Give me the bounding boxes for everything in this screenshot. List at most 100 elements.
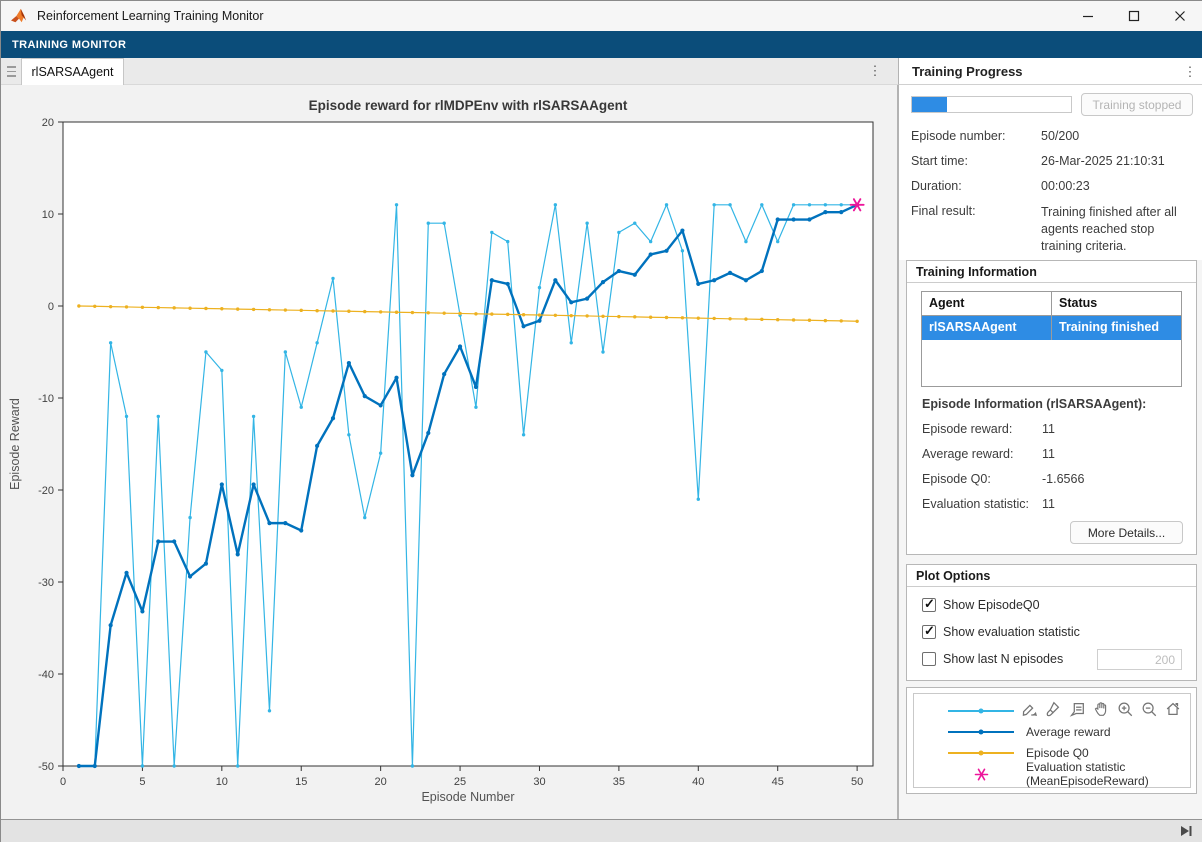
svg-text:10: 10 xyxy=(216,776,228,788)
skip-to-end-icon[interactable] xyxy=(1178,823,1194,839)
episode-reward-value: 11 xyxy=(1042,422,1055,436)
agent-status-table: Agent Status rlSARSAAgent Training finis… xyxy=(921,291,1182,387)
episode-q0-swatch xyxy=(948,752,1014,754)
duration-value: 00:00:23 xyxy=(1041,179,1090,193)
svg-text:25: 25 xyxy=(454,776,466,788)
datatips-icon[interactable] xyxy=(1065,698,1089,720)
training-progress-bar xyxy=(911,96,1072,113)
table-header-status: Status xyxy=(1052,292,1181,315)
close-button[interactable] xyxy=(1157,1,1202,31)
episode-q0-value: -1.6566 xyxy=(1042,472,1084,486)
pan-icon[interactable] xyxy=(1089,698,1113,720)
asterisk-marker-icon xyxy=(974,767,989,782)
episode-reward-chart[interactable]: 0 5 10 15 20 25 30 35 40 45 50 -50 -40 -30 -20 -10 0 10 20… xyxy=(1,85,898,819)
legend-entry-episode-q0[interactable]: Episode Q0 xyxy=(948,746,1089,760)
episode-number-value: 50/200 xyxy=(1041,129,1079,143)
svg-text:10: 10 xyxy=(42,209,54,221)
document-tabstrip: rlSARSAAgent ⋮ xyxy=(1,58,898,85)
training-progress-bar-fill xyxy=(912,97,947,112)
table-cell-status: Training finished xyxy=(1052,316,1181,340)
average-reward-legend-label: Average reward xyxy=(1026,725,1111,739)
episode-reward-label: Episode reward: xyxy=(922,422,1012,436)
evaluation-statistic-swatch xyxy=(948,767,1014,781)
show-last-n-episodes-label: Show last N episodes xyxy=(943,652,1063,666)
training-progress-header: Training Progress xyxy=(898,58,1202,85)
episode-q0-label: Episode Q0: xyxy=(922,472,991,486)
minimize-button[interactable] xyxy=(1065,1,1111,31)
window-title: Reinforcement Learning Training Monitor xyxy=(37,9,264,23)
maximize-button[interactable] xyxy=(1111,1,1157,31)
svg-text:20: 20 xyxy=(42,117,54,129)
window-titlebar: Reinforcement Learning Training Monitor xyxy=(1,1,1202,31)
more-details-button[interactable]: More Details... xyxy=(1070,521,1183,544)
plot-options-panel: Plot Options Show EpisodeQ0 Show evaluat… xyxy=(906,564,1197,681)
plot-options-title: Plot Options xyxy=(916,569,990,583)
show-evaluation-statistic-checkbox[interactable] xyxy=(922,625,936,639)
svg-text:0: 0 xyxy=(48,301,54,313)
option-show-episodeq0[interactable]: Show EpisodeQ0 xyxy=(922,598,1040,612)
svg-text:-40: -40 xyxy=(38,669,54,681)
show-episodeq0-label: Show EpisodeQ0 xyxy=(943,598,1040,612)
svg-text:35: 35 xyxy=(613,776,625,788)
average-reward-label: Average reward: xyxy=(922,447,1014,461)
average-reward-swatch xyxy=(948,731,1014,733)
episode-reward-swatch xyxy=(948,710,1014,712)
legend-entry-average-reward[interactable]: Average reward xyxy=(948,725,1111,739)
ribbon-tab-training-monitor[interactable]: TRAINING MONITOR xyxy=(1,39,137,51)
start-time-value: 26-Mar-2025 21:10:31 xyxy=(1041,154,1165,168)
svg-text:-20: -20 xyxy=(38,485,54,497)
export-icon[interactable] xyxy=(1017,698,1041,720)
show-evaluation-statistic-label: Show evaluation statistic xyxy=(943,625,1080,639)
final-result-value: Training finished after all agents reach… xyxy=(1041,204,1197,255)
training-information-title: Training Information xyxy=(916,265,1037,279)
episode-number-label: Episode number: xyxy=(911,129,1006,143)
average-reward-value: 11 xyxy=(1042,447,1055,461)
legend-entry-evaluation-statistic[interactable]: Evaluation statistic (MeanEpisodeReward) xyxy=(948,760,1149,788)
legend-panel: Episode reward Average reward Episode Q0 xyxy=(906,687,1197,794)
training-stopped-button[interactable]: Training stopped xyxy=(1081,93,1193,116)
svg-text:-10: -10 xyxy=(38,393,54,405)
evaluation-statistic-legend-label: Evaluation statistic (MeanEpisodeReward) xyxy=(1026,760,1149,788)
svg-text:-30: -30 xyxy=(38,577,54,589)
training-progress-menu-icon[interactable]: ⋮ xyxy=(1181,61,1199,83)
duration-label: Duration: xyxy=(911,179,962,193)
start-time-label: Start time: xyxy=(911,154,968,168)
svg-text:45: 45 xyxy=(772,776,784,788)
brush-icon[interactable] xyxy=(1041,698,1065,720)
n-episodes-input[interactable] xyxy=(1097,649,1182,670)
show-last-n-episodes-checkbox[interactable] xyxy=(922,652,936,666)
episode-q0-legend-label: Episode Q0 xyxy=(1026,746,1089,760)
svg-text:Episode Number: Episode Number xyxy=(421,790,514,804)
bottom-scrollbar[interactable] xyxy=(1,819,1202,842)
show-episodeq0-checkbox[interactable] xyxy=(922,598,936,612)
svg-text:50: 50 xyxy=(851,776,863,788)
tab-options-menu-icon[interactable]: ⋮ xyxy=(866,60,884,82)
tab-rlsarsaagent[interactable]: rlSARSAAgent xyxy=(21,58,124,85)
option-show-last-n-episodes[interactable]: Show last N episodes xyxy=(922,652,1063,666)
tabstrip-grip-icon[interactable] xyxy=(3,61,19,82)
svg-text:0: 0 xyxy=(60,776,66,788)
zoom-out-icon[interactable] xyxy=(1137,698,1161,720)
zoom-in-icon[interactable] xyxy=(1113,698,1137,720)
svg-text:-50: -50 xyxy=(38,761,54,773)
toolstrip-ribbon: TRAINING MONITOR xyxy=(1,31,1202,58)
training-information-panel: Training Information Agent Status rlSARS… xyxy=(906,260,1197,555)
svg-text:20: 20 xyxy=(375,776,387,788)
axes-toolbar xyxy=(1015,697,1187,721)
svg-text:5: 5 xyxy=(139,776,145,788)
svg-text:40: 40 xyxy=(692,776,704,788)
svg-text:15: 15 xyxy=(295,776,307,788)
training-plot-figure: 0 5 10 15 20 25 30 35 40 45 50 -50 -40 -30 -20 -10 0 10 20… xyxy=(1,85,898,819)
svg-text:30: 30 xyxy=(533,776,545,788)
final-result-label: Final result: xyxy=(911,204,976,218)
training-progress-title: Training Progress xyxy=(912,64,1023,79)
evaluation-statistic-value: 11 xyxy=(1042,497,1055,511)
table-cell-agent: rlSARSAAgent xyxy=(922,316,1052,340)
table-row[interactable]: rlSARSAAgent Training finished xyxy=(922,316,1181,340)
matlab-logo-icon xyxy=(10,8,28,24)
legend-box: Episode reward Average reward Episode Q0 xyxy=(913,693,1191,788)
table-header-agent: Agent xyxy=(922,292,1052,315)
table-header-row: Agent Status xyxy=(922,292,1181,316)
restore-view-icon[interactable] xyxy=(1161,698,1185,720)
option-show-evaluation-statistic[interactable]: Show evaluation statistic xyxy=(922,625,1080,639)
